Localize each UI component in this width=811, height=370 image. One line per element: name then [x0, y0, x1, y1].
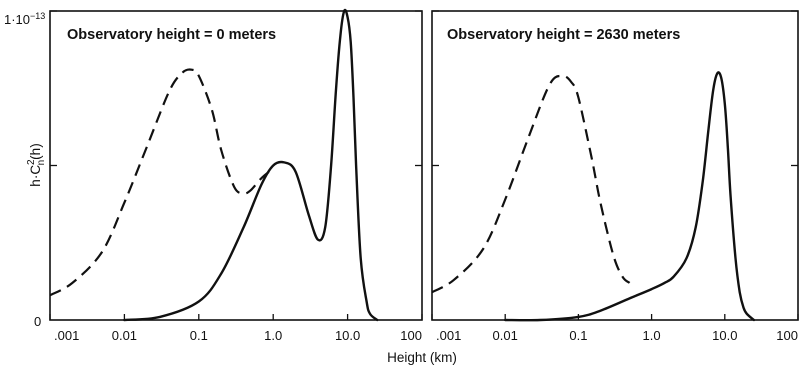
x-tick-label: 1.0 [264, 328, 282, 343]
x-tick-label: 0.1 [569, 328, 587, 343]
y-tick-label-zero: 0 [34, 314, 41, 329]
axis-ticks [431, 10, 799, 320]
panel-frame [431, 10, 799, 321]
solid-series-line [504, 71, 756, 322]
x-axis-label: Height (km) [387, 350, 457, 365]
x-tick-label: 100 [776, 328, 798, 343]
x-tick-label: 0.01 [493, 328, 518, 343]
y-axis-label-sub: n [36, 160, 47, 166]
x-tick-label: 10.0 [712, 328, 737, 343]
x-tick-labels: .001 0.01 0.1 1.0 10.0 100 [54, 328, 422, 343]
panel-title: Observatory height = 2630 meters [447, 27, 680, 43]
dashed-series-line [49, 68, 274, 297]
x-tick-label: 10.0 [335, 328, 360, 343]
panel-title: Observatory height = 0 meters [67, 27, 276, 43]
y-axis-label-sup: 2 [26, 159, 37, 165]
dashed-series-line [431, 74, 631, 294]
x-tick-label: .001 [436, 328, 461, 343]
x-tick-label: 100 [400, 328, 422, 343]
y-tick-label-max: 1·10−13 [4, 11, 45, 27]
x-tick-label: 1.0 [643, 328, 661, 343]
y-tick-label-max-exp: −13 [30, 11, 45, 21]
x-tick-label: 0.1 [190, 328, 208, 343]
y-axis-label: h·C2n(h) [26, 143, 47, 186]
axis-ticks [49, 10, 423, 320]
panel-frame [49, 10, 423, 321]
curves [431, 71, 756, 322]
panel-observatory-2630m: Observatory height = 2630 meters .001 0.0… [431, 10, 799, 343]
solid-series-line [123, 8, 379, 322]
x-tick-labels: .001 0.01 0.1 1.0 10.0 100 [436, 328, 798, 343]
curves [49, 8, 379, 322]
x-tick-label: .001 [54, 328, 79, 343]
x-tick-label: 0.01 [112, 328, 137, 343]
panel-observatory-0m: Observatory height = 0 meters .001 0.01 0.… [49, 8, 423, 343]
